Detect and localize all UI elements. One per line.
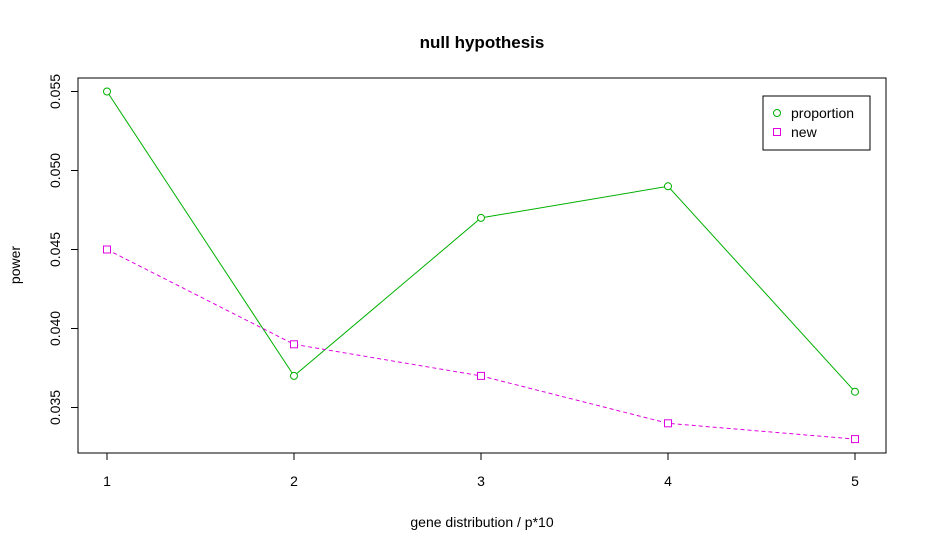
data-point-proportion [851,387,859,396]
x-tick-label: 2 [290,473,298,489]
data-point-new [477,371,485,380]
data-point-new [290,340,298,349]
series-layer [103,87,859,444]
data-point-proportion [103,87,111,96]
x-tick-label: 5 [851,473,859,489]
y-tick-label: 0.055 [47,74,63,109]
x-axis: 1 2 3 4 5 [103,452,859,489]
data-point-proportion [477,213,485,222]
y-tick-label: 0.040 [47,311,63,346]
x-axis-label: gene distribution / p*10 [410,514,553,530]
legend-label-new: new [791,124,818,140]
data-point-proportion [290,371,298,380]
y-tick-label: 0.050 [47,153,63,188]
chart-title: null hypothesis [420,33,545,52]
y-axis-label: power [7,246,23,284]
legend-label-proportion: proportion [791,105,854,121]
x-tick-label: 3 [477,473,485,489]
series-line-proportion [106,91,856,393]
y-tick-label: 0.045 [47,232,63,267]
data-point-new [851,435,859,444]
data-point-new [664,419,672,428]
x-tick-label: 1 [103,473,111,489]
y-tick-label: 0.035 [47,390,63,425]
series-line-new [106,249,856,440]
data-point-new [103,245,111,254]
y-axis: 0.035 0.040 0.045 0.050 0.055 [47,74,79,425]
legend-marker-proportion [773,109,781,117]
legend: proportion new [762,95,871,151]
legend-marker-new [773,128,781,136]
x-tick-label: 4 [664,473,672,489]
data-point-proportion [664,182,672,191]
legend-box [762,95,871,151]
